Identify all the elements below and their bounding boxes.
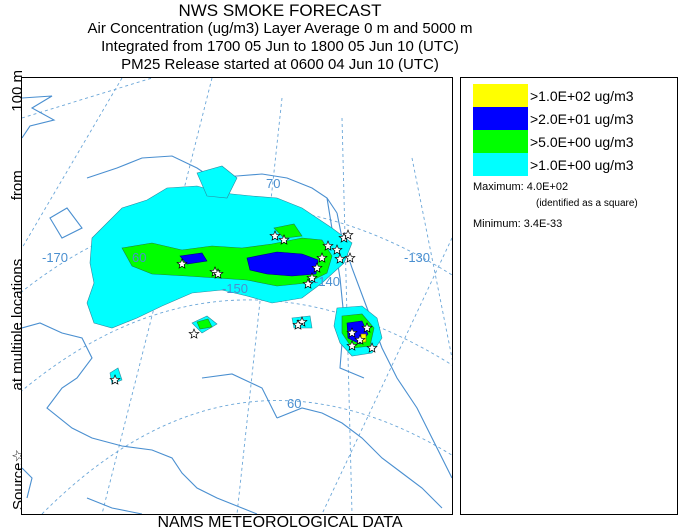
source-star-icon <box>331 244 343 255</box>
alaska-map: 70 60 -170 60 -150 -140 -130 <box>22 78 452 514</box>
longitude-160-line <box>236 97 283 514</box>
coastline <box>22 95 452 514</box>
subtitle-release: PM25 Release started at 0600 04 Jun 10 (… <box>121 56 439 73</box>
alaska-west-coast <box>22 322 258 514</box>
lon-170-label: -170 <box>42 250 68 265</box>
lon-160-label: 60 <box>132 250 146 265</box>
legend-item-2: >2.0E+01 ug/m3 <box>473 107 634 130</box>
source-star-icon <box>322 240 334 251</box>
source-star-icon <box>212 268 224 279</box>
lon-140-label: -140 <box>314 274 340 289</box>
source-star-icon <box>278 234 290 245</box>
source-star-icon <box>311 262 323 273</box>
source-star-icon <box>366 342 378 353</box>
source-star-icon <box>316 252 328 263</box>
map-panel: 70 60 -170 60 -150 -140 -130 <box>21 77 453 515</box>
latitude-60-line <box>41 400 452 514</box>
siberia-coast-south <box>22 467 33 499</box>
maximum-line: Maximum: 4.0E+02 <box>473 181 568 193</box>
legend-label-2: >2.0E+01 ug/m3 <box>530 110 634 127</box>
source-star-icon <box>344 252 356 263</box>
lat-70-label: 70 <box>266 176 280 191</box>
lat-60-label: 60 <box>287 396 301 411</box>
source-star-icon <box>346 340 358 351</box>
legend-swatch-2 <box>473 107 528 130</box>
legend-item-4: >1.0E+00 ug/m3 <box>473 153 634 176</box>
siberia-coast-north <box>22 95 56 139</box>
legend-swatch-3 <box>473 130 528 153</box>
latitude-65-line <box>22 299 452 392</box>
source-star-icon <box>176 258 188 269</box>
minimum-label: Minimum: <box>473 218 521 230</box>
source-star-icon <box>361 322 373 333</box>
lon-130-label: -130 <box>404 250 430 265</box>
minimum-line: Minimum: 3.4E-33 <box>473 218 562 230</box>
alaska-south-coast <box>276 407 443 509</box>
legend-panel: >1.0E+02 ug/m3 >2.0E+01 ug/m3 >5.0E+00 u… <box>460 77 678 515</box>
maximum-note: (identified as a square) <box>536 198 638 209</box>
longitude-arctic-line <box>22 78 153 119</box>
legend-item-1: >1.0E+02 ug/m3 <box>473 84 634 107</box>
source-star-icon <box>292 319 304 330</box>
legend-label-3: >5.0E+00 ug/m3 <box>530 133 634 150</box>
subtitle-concentration: Air Concentration (ug/m3) Layer Average … <box>87 20 473 37</box>
source-locations <box>109 229 378 385</box>
source-star-icon <box>342 229 354 240</box>
source-star-icon <box>306 272 318 283</box>
source-star-icon <box>334 253 346 264</box>
source-star-icon <box>302 278 314 289</box>
legend-label-4: >1.0E+00 ug/m3 <box>530 156 634 173</box>
legend-label-1: >1.0E+02 ug/m3 <box>530 87 634 104</box>
source-star-icon <box>354 334 366 345</box>
longitude-140-line <box>411 157 452 361</box>
maximum-value: 4.0E+02 <box>526 181 569 193</box>
source-star-icon <box>346 327 358 338</box>
st-lawrence-island <box>49 207 83 239</box>
bristol-bay-coast <box>201 373 278 419</box>
source-star-icon <box>109 374 121 385</box>
minimum-value: 3.4E-33 <box>523 218 563 230</box>
longitude-130-line <box>321 237 452 514</box>
met-data-caption: NAMS METEOROLOGICAL DATA <box>157 514 403 531</box>
subtitle-integration: Integrated from 1700 05 Jun to 1800 05 J… <box>101 38 459 55</box>
longitude-180-line <box>22 78 123 249</box>
maximum-label: Maximum: <box>473 181 524 193</box>
legend-item-3: >5.0E+00 ug/m3 <box>473 130 634 153</box>
legend-swatch-4 <box>473 153 528 176</box>
lon-150-label: -150 <box>222 281 248 296</box>
source-star-icon <box>188 328 200 339</box>
aleutian-coast <box>86 497 143 514</box>
graticule <box>22 78 452 514</box>
legend-swatch-1 <box>473 84 528 107</box>
map-title: NWS SMOKE FORECAST <box>178 1 382 20</box>
source-star-icon <box>269 230 281 241</box>
